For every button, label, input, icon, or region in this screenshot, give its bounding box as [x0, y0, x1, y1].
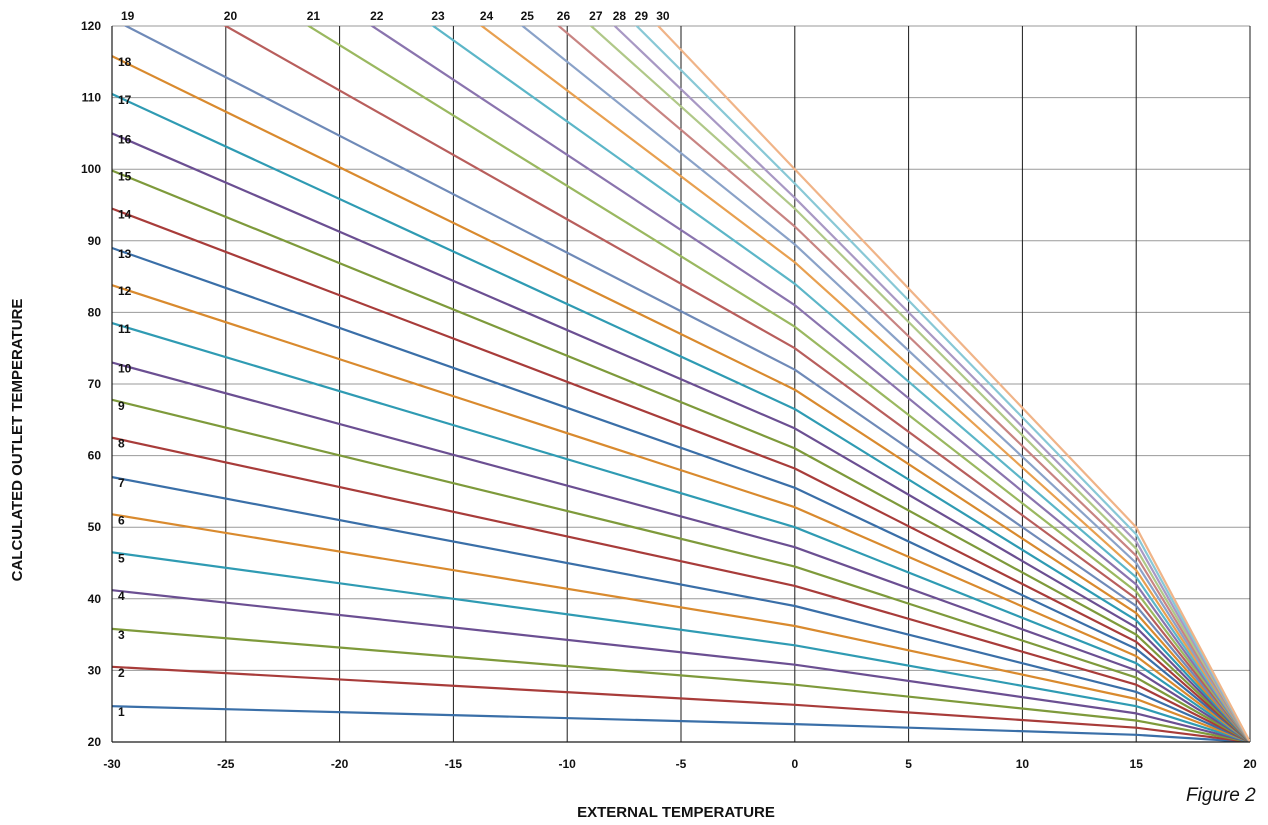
series-line-15 [112, 169, 1250, 742]
y-tick-label: 40 [88, 592, 102, 606]
x-tick-label: 0 [791, 757, 798, 771]
series-line-27 [589, 26, 1250, 742]
curve-label-4: 4 [118, 589, 125, 603]
series-line-6 [112, 513, 1250, 742]
grid-lines [112, 25, 1251, 742]
curve-label-9: 9 [118, 399, 125, 413]
series-line-25 [520, 26, 1250, 742]
series-line-24 [479, 26, 1250, 742]
x-tick-label: -10 [559, 757, 577, 771]
series-line-22 [370, 26, 1250, 742]
x-tick-label: -20 [331, 757, 349, 771]
curve-label-6: 6 [118, 513, 125, 527]
series-line-30 [656, 26, 1250, 742]
x-tick-label: 15 [1130, 757, 1144, 771]
curve-label-7: 7 [118, 476, 125, 490]
series-line-3 [112, 627, 1250, 742]
axes [111, 26, 1250, 743]
series-line-8 [112, 436, 1250, 742]
series-line-2 [112, 665, 1250, 742]
y-tick-label: 120 [81, 19, 101, 33]
series-line-12 [112, 284, 1250, 742]
series-line-1 [112, 705, 1250, 742]
series-line-26 [557, 26, 1250, 742]
curve-label-16: 16 [118, 132, 132, 146]
series-line-23 [431, 26, 1250, 742]
x-tick-label: 20 [1243, 757, 1257, 771]
x-tick-label: -30 [103, 757, 121, 771]
curve-label-12: 12 [118, 284, 132, 298]
curve-label-3: 3 [118, 628, 125, 642]
curve-label-23: 23 [431, 9, 445, 23]
curve-label-29: 29 [635, 9, 649, 23]
figure-caption: Figure 2 [1186, 785, 1256, 806]
series-line-14 [112, 207, 1250, 742]
x-tick-label: 10 [1016, 757, 1030, 771]
series-line-13 [112, 246, 1250, 742]
x-tick-label: 5 [905, 757, 912, 771]
curve-label-5: 5 [118, 551, 125, 565]
curve-label-1: 1 [118, 705, 125, 719]
series-line-10 [112, 361, 1250, 742]
y-tick-label: 60 [88, 449, 102, 463]
curve-label-27: 27 [589, 9, 603, 23]
curve-label-28: 28 [613, 9, 627, 23]
curve-label-30: 30 [656, 9, 670, 23]
series-line-18 [112, 55, 1250, 742]
curve-label-25: 25 [521, 9, 535, 23]
y-tick-label: 70 [88, 377, 102, 391]
curve-label-15: 15 [118, 170, 132, 184]
curve-label-20: 20 [224, 9, 238, 23]
y-tick-label: 100 [81, 162, 101, 176]
series-line-16 [112, 132, 1250, 742]
curve-label-26: 26 [557, 9, 571, 23]
y-tick-label: 50 [88, 520, 102, 534]
x-tick-label: -25 [217, 757, 235, 771]
curve-label-24: 24 [480, 9, 494, 23]
series-line-17 [112, 92, 1250, 742]
series-line-21 [306, 26, 1250, 742]
curve-label-18: 18 [118, 55, 132, 69]
curve-label-22: 22 [370, 9, 384, 23]
series-line-5 [112, 551, 1250, 742]
y-axis-title: CALCULATED OUTLET TEMPERATURE [9, 299, 26, 582]
curve-label-2: 2 [118, 666, 125, 680]
y-tick-label: 80 [88, 305, 102, 319]
x-axis-title: EXTERNAL TEMPERATURE [577, 804, 775, 821]
series-line-11 [112, 322, 1250, 742]
series-line-19 [123, 26, 1250, 742]
curve-label-8: 8 [118, 437, 125, 451]
series-line-4 [112, 589, 1250, 742]
series-lines [112, 26, 1250, 742]
x-tick-label: -15 [445, 757, 463, 771]
curve-label-11: 11 [118, 322, 131, 336]
series-line-9 [112, 398, 1250, 742]
y-tick-label: 30 [88, 663, 102, 677]
curve-label-21: 21 [307, 9, 321, 23]
x-tick-label: -5 [676, 757, 687, 771]
curve-label-14: 14 [118, 208, 132, 222]
x-tick-labels: -30 -25 -20 -15 -10 -5 0 5 10 15 20 [103, 757, 1257, 771]
y-tick-label: 90 [88, 234, 102, 248]
y-tick-label: 20 [88, 735, 102, 749]
series-line-7 [112, 476, 1250, 742]
series-line-29 [635, 26, 1250, 742]
y-tick-label: 110 [82, 91, 102, 105]
series-line-28 [613, 26, 1250, 742]
curve-label-10: 10 [118, 362, 132, 376]
series-line-20 [223, 26, 1250, 742]
curve-label-13: 13 [118, 247, 132, 261]
y-tick-labels: 20 30 40 50 60 70 80 90 100 110 120 [81, 19, 101, 749]
curve-label-17: 17 [118, 93, 132, 107]
curve-label-19: 19 [121, 9, 135, 23]
